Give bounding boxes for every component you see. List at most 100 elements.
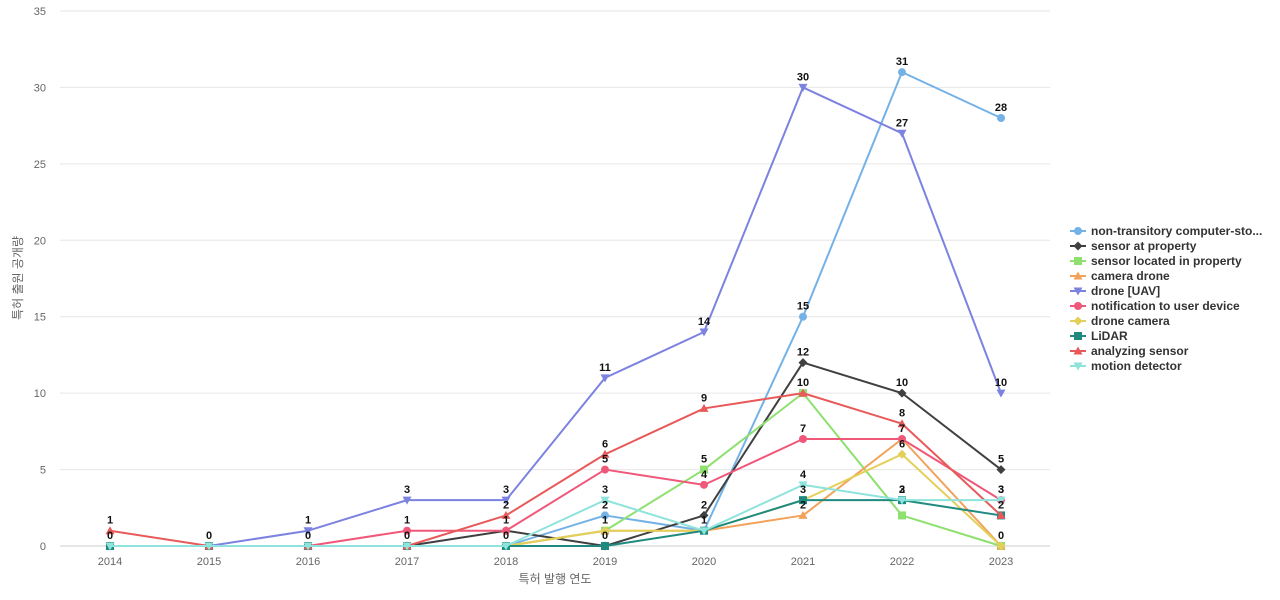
data-point[interactable] <box>996 496 1006 505</box>
data-point[interactable] <box>600 374 610 383</box>
data-point[interactable] <box>501 496 511 505</box>
x-tick-label: 2014 <box>98 556 122 568</box>
data-point[interactable] <box>798 358 808 368</box>
legend-item[interactable]: drone [UAV] <box>1068 283 1262 298</box>
legend-item[interactable]: motion detector <box>1068 358 1262 373</box>
data-point[interactable] <box>996 541 1006 551</box>
series-lines <box>105 68 1006 551</box>
x-tick-label: 2017 <box>395 556 419 568</box>
y-tick-label: 10 <box>34 388 46 400</box>
legend-item[interactable]: non-transitory computer-sto... <box>1068 223 1262 238</box>
data-point[interactable] <box>303 527 313 536</box>
y-tick-label: 35 <box>34 6 46 18</box>
data-point[interactable] <box>502 526 510 535</box>
data-point[interactable] <box>897 129 907 138</box>
data-label: 14 <box>698 316 711 328</box>
data-point[interactable] <box>898 435 906 443</box>
data-label: 3 <box>899 484 905 496</box>
legend-item[interactable]: notification to user device <box>1068 298 1262 313</box>
data-label: 3 <box>602 484 608 496</box>
data-point[interactable] <box>402 496 412 505</box>
data-label: 0 <box>998 530 1004 542</box>
legend-swatch-icon <box>1070 271 1086 279</box>
data-point[interactable] <box>700 465 708 474</box>
data-point[interactable] <box>798 481 808 490</box>
data-label: 0 <box>107 530 113 542</box>
x-tick-label: 2023 <box>989 556 1013 568</box>
data-label: 0 <box>404 530 410 542</box>
legend-swatch-icon <box>1070 316 1086 325</box>
data-point[interactable] <box>798 510 808 519</box>
data-point[interactable] <box>799 312 807 321</box>
data-point[interactable] <box>105 526 115 535</box>
data-point[interactable] <box>601 542 609 550</box>
data-point[interactable] <box>897 449 907 459</box>
data-point[interactable] <box>600 496 610 505</box>
legend-marker-icon <box>1073 287 1083 295</box>
legend-item[interactable]: analyzing sensor <box>1068 343 1262 358</box>
data-point[interactable] <box>700 480 708 489</box>
gridlines <box>60 10 1050 547</box>
legend-label: drone [UAV] <box>1091 283 1161 298</box>
data-point[interactable] <box>501 542 511 551</box>
legend-item[interactable]: sensor located in property <box>1068 253 1262 268</box>
data-point[interactable] <box>600 449 610 458</box>
data-point[interactable] <box>898 68 906 77</box>
data-label: 1 <box>503 515 509 527</box>
data-point[interactable] <box>402 542 412 551</box>
data-point[interactable] <box>897 496 907 505</box>
data-point[interactable] <box>601 511 609 520</box>
data-label: 2 <box>800 499 806 511</box>
data-point[interactable] <box>699 403 709 412</box>
data-label: 27 <box>896 117 908 129</box>
data-point[interactable] <box>699 328 709 337</box>
legend-item[interactable]: sensor at property <box>1068 238 1262 253</box>
data-point[interactable] <box>600 526 610 536</box>
data-label: 1 <box>701 515 707 527</box>
x-axis-title: 특허 발행 연도 <box>519 571 592 586</box>
legend-label: camera drone <box>1091 268 1170 283</box>
data-point[interactable] <box>403 526 411 535</box>
x-tick-label: 2018 <box>494 556 518 568</box>
legend-item[interactable]: camera drone <box>1068 268 1262 283</box>
data-point[interactable] <box>897 419 907 428</box>
data-point[interactable] <box>798 83 808 92</box>
series-non-transitory-computer-sto <box>106 68 1005 550</box>
legend-item[interactable]: LiDAR <box>1068 328 1262 343</box>
data-label: 1 <box>107 515 113 527</box>
legend-swatch-icon <box>1070 287 1086 295</box>
data-point[interactable] <box>997 114 1005 122</box>
data-label: 4 <box>800 469 807 481</box>
x-tick-label: 2022 <box>890 556 914 568</box>
data-point[interactable] <box>898 511 906 520</box>
data-point[interactable] <box>799 496 807 505</box>
data-point[interactable] <box>699 510 709 520</box>
data-point[interactable] <box>996 510 1006 519</box>
data-point[interactable] <box>699 527 709 536</box>
data-point[interactable] <box>799 435 807 443</box>
legend-label: LiDAR <box>1091 328 1128 343</box>
data-point[interactable] <box>996 465 1006 475</box>
data-label: 31 <box>896 56 908 68</box>
data-point[interactable] <box>501 510 511 519</box>
data-point[interactable] <box>303 542 313 551</box>
legend-item[interactable]: drone camera <box>1068 313 1262 328</box>
data-label: 0 <box>206 530 212 542</box>
data-label: 0 <box>503 530 509 542</box>
data-point[interactable] <box>798 388 808 397</box>
data-label: 5 <box>998 454 1004 466</box>
data-point[interactable] <box>105 542 115 551</box>
data-label: 3 <box>503 484 509 496</box>
legend-marker-icon <box>1074 226 1082 235</box>
data-label: 28 <box>995 102 1007 114</box>
data-label: 3 <box>404 484 410 496</box>
data-label: 6 <box>602 438 608 450</box>
data-point[interactable] <box>204 542 214 551</box>
data-point[interactable] <box>897 388 907 398</box>
data-point[interactable] <box>996 389 1006 398</box>
series-line <box>110 361 1002 547</box>
legend-swatch-icon <box>1070 331 1086 340</box>
data-point[interactable] <box>601 465 609 474</box>
data-label: 0 <box>305 530 311 542</box>
